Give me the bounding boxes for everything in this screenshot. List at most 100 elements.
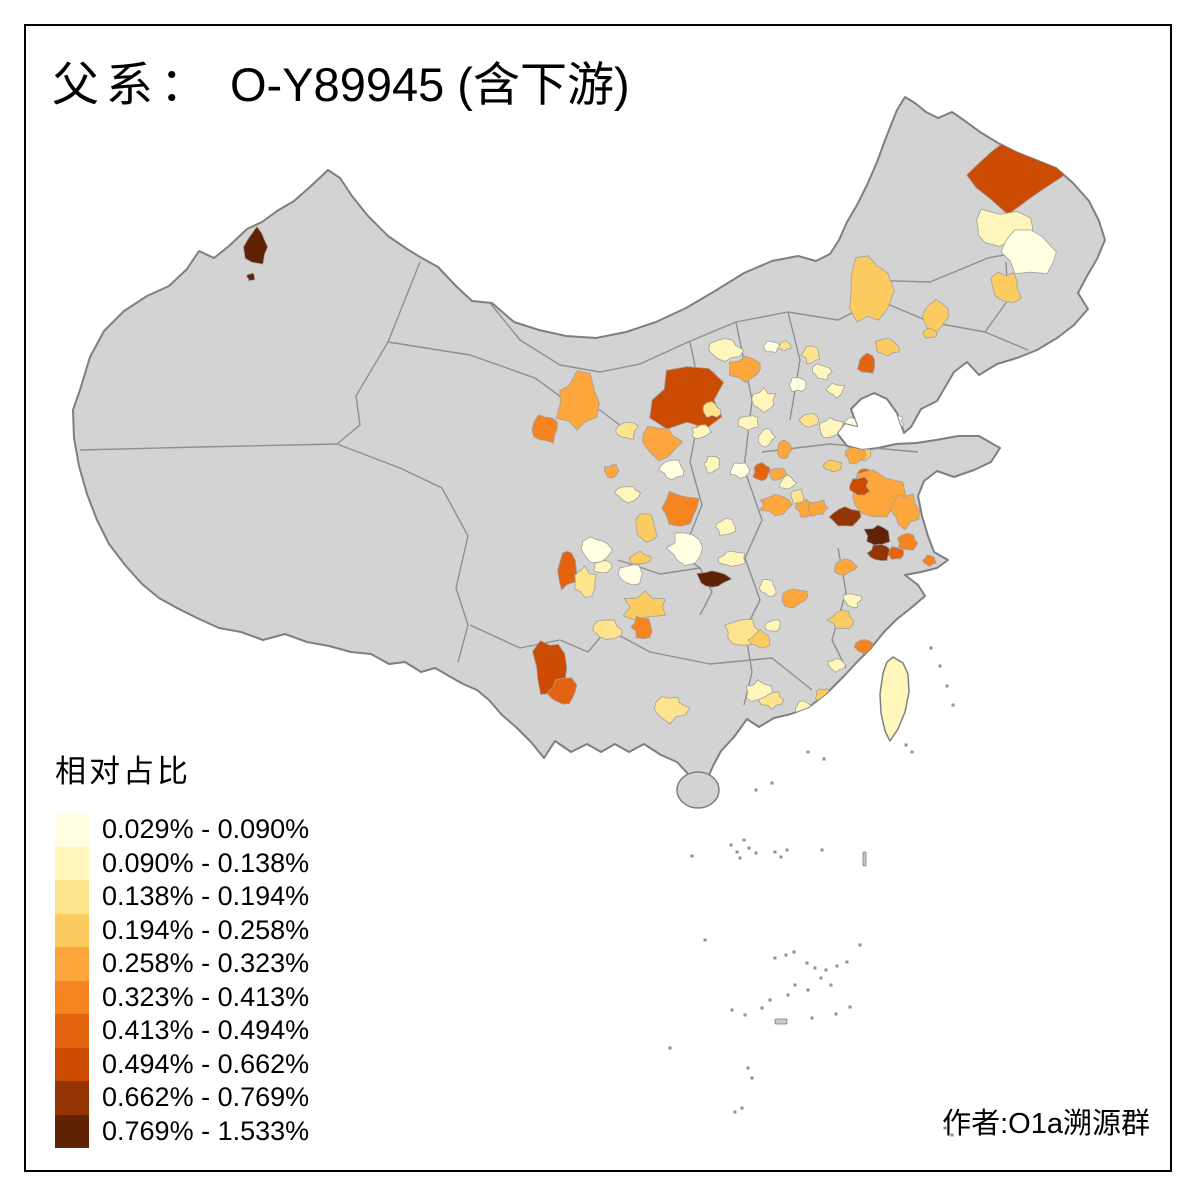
legend-swatch — [55, 846, 89, 880]
map-region — [752, 462, 771, 482]
map-region — [737, 415, 760, 431]
map-region — [1000, 229, 1057, 275]
map-region — [812, 363, 833, 381]
map-region — [642, 425, 683, 462]
map-region — [819, 417, 844, 438]
map-region — [800, 345, 821, 365]
map-region — [691, 424, 712, 439]
legend-row: 0.494% - 0.662% — [55, 1047, 310, 1081]
legend-label: 0.662% - 0.769% — [102, 1082, 310, 1113]
legend-row: 0.258% - 0.323% — [55, 947, 309, 981]
map-region — [661, 490, 700, 527]
legend-row: 0.323% - 0.413% — [55, 980, 310, 1014]
legend-swatch — [55, 1014, 89, 1048]
map-region — [825, 382, 846, 399]
map-region — [747, 629, 771, 649]
map-region — [863, 524, 891, 550]
legend-label: 0.769% - 1.533% — [102, 1115, 310, 1146]
choropleth-regions — [242, 138, 1066, 725]
legend-row: 0.769% - 1.533% — [55, 1114, 310, 1148]
map-region — [658, 459, 685, 481]
map-region — [574, 565, 597, 599]
title-haplogroup: O-Y89945 (含下游) — [230, 58, 630, 111]
legend-swatch — [55, 980, 89, 1014]
map-region — [757, 428, 777, 448]
map-region — [630, 615, 653, 639]
map-region — [764, 619, 782, 632]
map-region — [769, 467, 787, 481]
map-region — [778, 340, 792, 351]
map-region — [246, 272, 256, 282]
map-region — [874, 337, 900, 357]
map-region — [653, 696, 691, 725]
map-region — [555, 370, 600, 431]
map-region — [751, 387, 777, 413]
taiwan-island — [879, 656, 910, 742]
legend: 相对占比 0.029% - 0.090% 0.090% - 0.138% 0.138… — [55, 746, 309, 1148]
legend-label: 0.090% - 0.138% — [102, 847, 310, 878]
legend-swatch — [55, 813, 89, 847]
map-region — [763, 340, 781, 353]
map-region — [593, 560, 613, 574]
map-region — [715, 517, 737, 536]
map-region — [635, 513, 658, 543]
map-region — [729, 462, 751, 479]
legend-label: 0.323% - 0.413% — [102, 981, 310, 1012]
map-region — [758, 691, 785, 710]
legend-label: 0.194% - 0.258% — [102, 914, 310, 945]
legend-swatch — [55, 913, 89, 947]
legend-label: 0.138% - 0.194% — [102, 881, 310, 912]
map-region — [834, 558, 858, 576]
legend-label: 0.029% - 0.090% — [102, 814, 310, 845]
map-region — [696, 570, 733, 588]
map-region — [758, 494, 793, 517]
map-region — [922, 554, 937, 567]
map-region — [628, 550, 653, 565]
map-region — [921, 298, 950, 334]
legend-row: 0.138% - 0.194% — [55, 880, 309, 914]
map-region — [828, 506, 862, 527]
sea-islets — [668, 646, 955, 1137]
map-region — [826, 609, 854, 630]
legend-swatch — [55, 880, 89, 914]
legend-label: 0.494% - 0.662% — [102, 1048, 310, 1079]
map-region — [849, 476, 870, 496]
map-region — [778, 474, 797, 490]
map-region — [615, 422, 639, 440]
map-region — [592, 619, 623, 640]
map-region — [617, 564, 643, 586]
legend-swatch — [55, 1081, 89, 1115]
map-region — [822, 459, 842, 473]
mainland-landmass — [72, 96, 1106, 793]
map-region — [888, 546, 905, 560]
legend-row: 0.194% - 0.258% — [55, 913, 310, 947]
map-region — [827, 658, 846, 673]
map-region — [857, 352, 875, 374]
map-region — [613, 486, 641, 504]
hainan-island — [676, 771, 720, 809]
legend-row: 0.029% - 0.090% — [55, 813, 309, 847]
map-region — [842, 593, 863, 608]
map-region — [781, 588, 809, 609]
map-region — [798, 412, 820, 428]
map-region — [922, 327, 938, 339]
map-region — [703, 455, 720, 474]
map-region — [807, 499, 829, 517]
legend-label: 0.413% - 0.494% — [102, 1015, 310, 1046]
page-title: 父系： O-Y89945 (含下游) — [52, 58, 630, 113]
map-region — [990, 271, 1022, 304]
map-region — [665, 532, 703, 566]
map-region — [718, 550, 746, 567]
legend-swatch — [55, 1047, 89, 1081]
legend-label: 0.258% - 0.323% — [102, 948, 310, 979]
legend-rows: 0.029% - 0.090% 0.090% - 0.138% 0.138% - 0… — [55, 813, 309, 1148]
legend-row: 0.413% - 0.494% — [55, 1014, 309, 1048]
map-region — [604, 464, 620, 479]
map-region — [702, 400, 722, 418]
map-region — [815, 688, 831, 702]
map-region — [728, 355, 761, 383]
map-region — [777, 439, 793, 460]
legend-title: 相对占比 — [55, 754, 191, 790]
map-region — [557, 550, 578, 591]
map-region — [889, 493, 920, 531]
